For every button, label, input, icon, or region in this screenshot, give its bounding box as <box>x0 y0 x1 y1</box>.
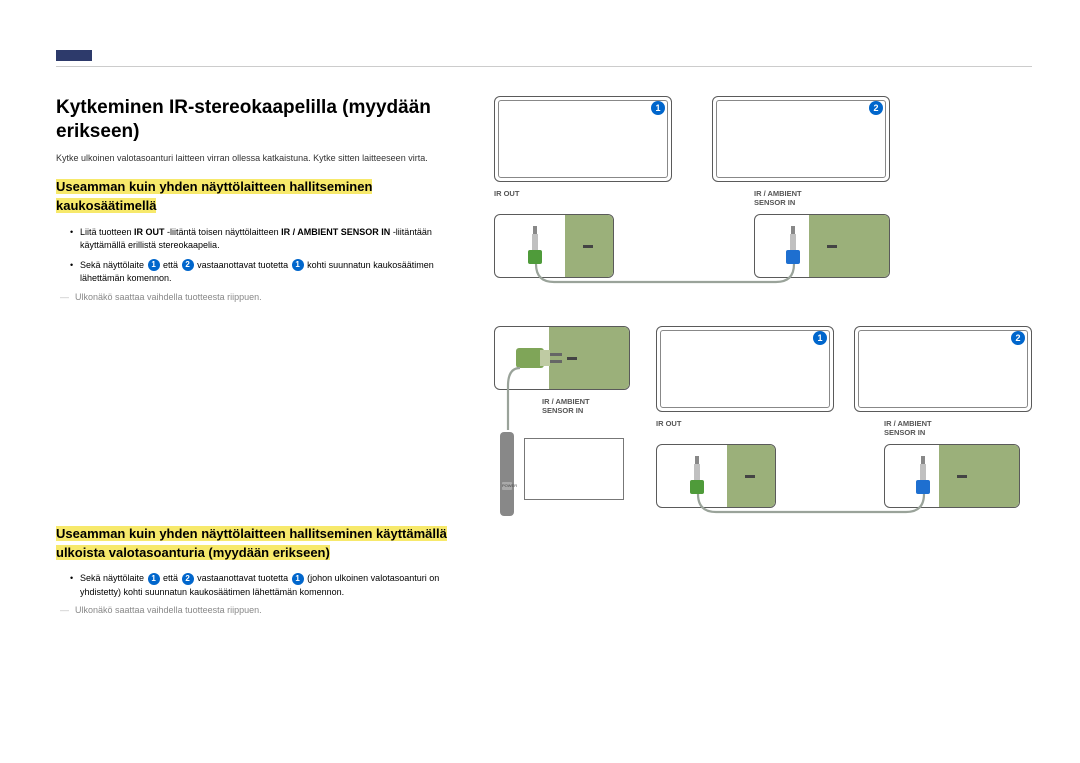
cable-1 <box>480 96 900 296</box>
text: että <box>161 260 181 270</box>
badge-1-icon: 1 <box>148 259 160 271</box>
text: että <box>161 573 181 583</box>
section1-bullets: Liitä tuotteen IR OUT -liitäntä toisen n… <box>56 226 456 286</box>
text: Sekä näyttölaite <box>80 260 147 270</box>
intro-text: Kytke ulkoinen valotasoanturi laitteen v… <box>56 152 456 165</box>
list-item: Sekä näyttölaite 1 että 2 vastaanottavat… <box>70 572 456 599</box>
section-remote-control: Useamman kuin yhden näyttölaitteen halli… <box>56 178 456 302</box>
bold-text: IR / AMBIENT SENSOR IN <box>281 227 390 237</box>
diagram-2: IR / AMBIENTSENSOR IN POWER 1 <box>480 326 1032 546</box>
badge-2-icon: 2 <box>182 573 194 585</box>
content-columns: Kytkeminen IR-stereokaapelilla (myydään … <box>56 96 1032 633</box>
text: vastaanottavat tuotetta <box>195 573 291 583</box>
cable-2 <box>480 326 1040 526</box>
badge-1-icon: 1 <box>292 573 304 585</box>
text: Liitä tuotteen <box>80 227 134 237</box>
footnote-text: Ulkonäkö saattaa vaihdella tuotteesta ri… <box>75 292 262 302</box>
spacer <box>56 320 456 525</box>
text: -liitäntä toisen näyttölaitteen <box>165 227 282 237</box>
text-column: Kytkeminen IR-stereokaapelilla (myydään … <box>56 96 456 633</box>
page-title: Kytkeminen IR-stereokaapelilla (myydään … <box>56 96 456 144</box>
badge-1-icon: 1 <box>148 573 160 585</box>
diagram-1: 1 2 IR OUT IR / AMBIENTSENSOR IN <box>480 96 1032 286</box>
section2-footnote: Ulkonäkö saattaa vaihdella tuotteesta ri… <box>56 605 456 615</box>
badge-2-icon: 2 <box>182 259 194 271</box>
header-accent-block <box>56 50 92 61</box>
text: Sekä näyttölaite <box>80 573 147 583</box>
footnote-text: Ulkonäkö saattaa vaihdella tuotteesta ri… <box>75 605 262 615</box>
text: vastaanottavat tuotetta <box>195 260 291 270</box>
section1-title: Useamman kuin yhden näyttölaitteen halli… <box>56 179 372 213</box>
section2-bullets: Sekä näyttölaite 1 että 2 vastaanottavat… <box>56 572 456 599</box>
list-item: Sekä näyttölaite 1 että 2 vastaanottavat… <box>70 259 456 286</box>
section-ambient-sensor: Useamman kuin yhden näyttölaitteen halli… <box>56 525 456 616</box>
header-rule <box>56 66 1032 67</box>
section1-footnote: Ulkonäkö saattaa vaihdella tuotteesta ri… <box>56 292 456 302</box>
section2-title: Useamman kuin yhden näyttölaitteen halli… <box>56 526 447 560</box>
page: Kytkeminen IR-stereokaapelilla (myydään … <box>0 0 1080 763</box>
badge-1-icon: 1 <box>292 259 304 271</box>
diagram-column: 1 2 IR OUT IR / AMBIENTSENSOR IN <box>480 96 1032 633</box>
list-item: Liitä tuotteen IR OUT -liitäntä toisen n… <box>70 226 456 253</box>
bold-text: IR OUT <box>134 227 165 237</box>
